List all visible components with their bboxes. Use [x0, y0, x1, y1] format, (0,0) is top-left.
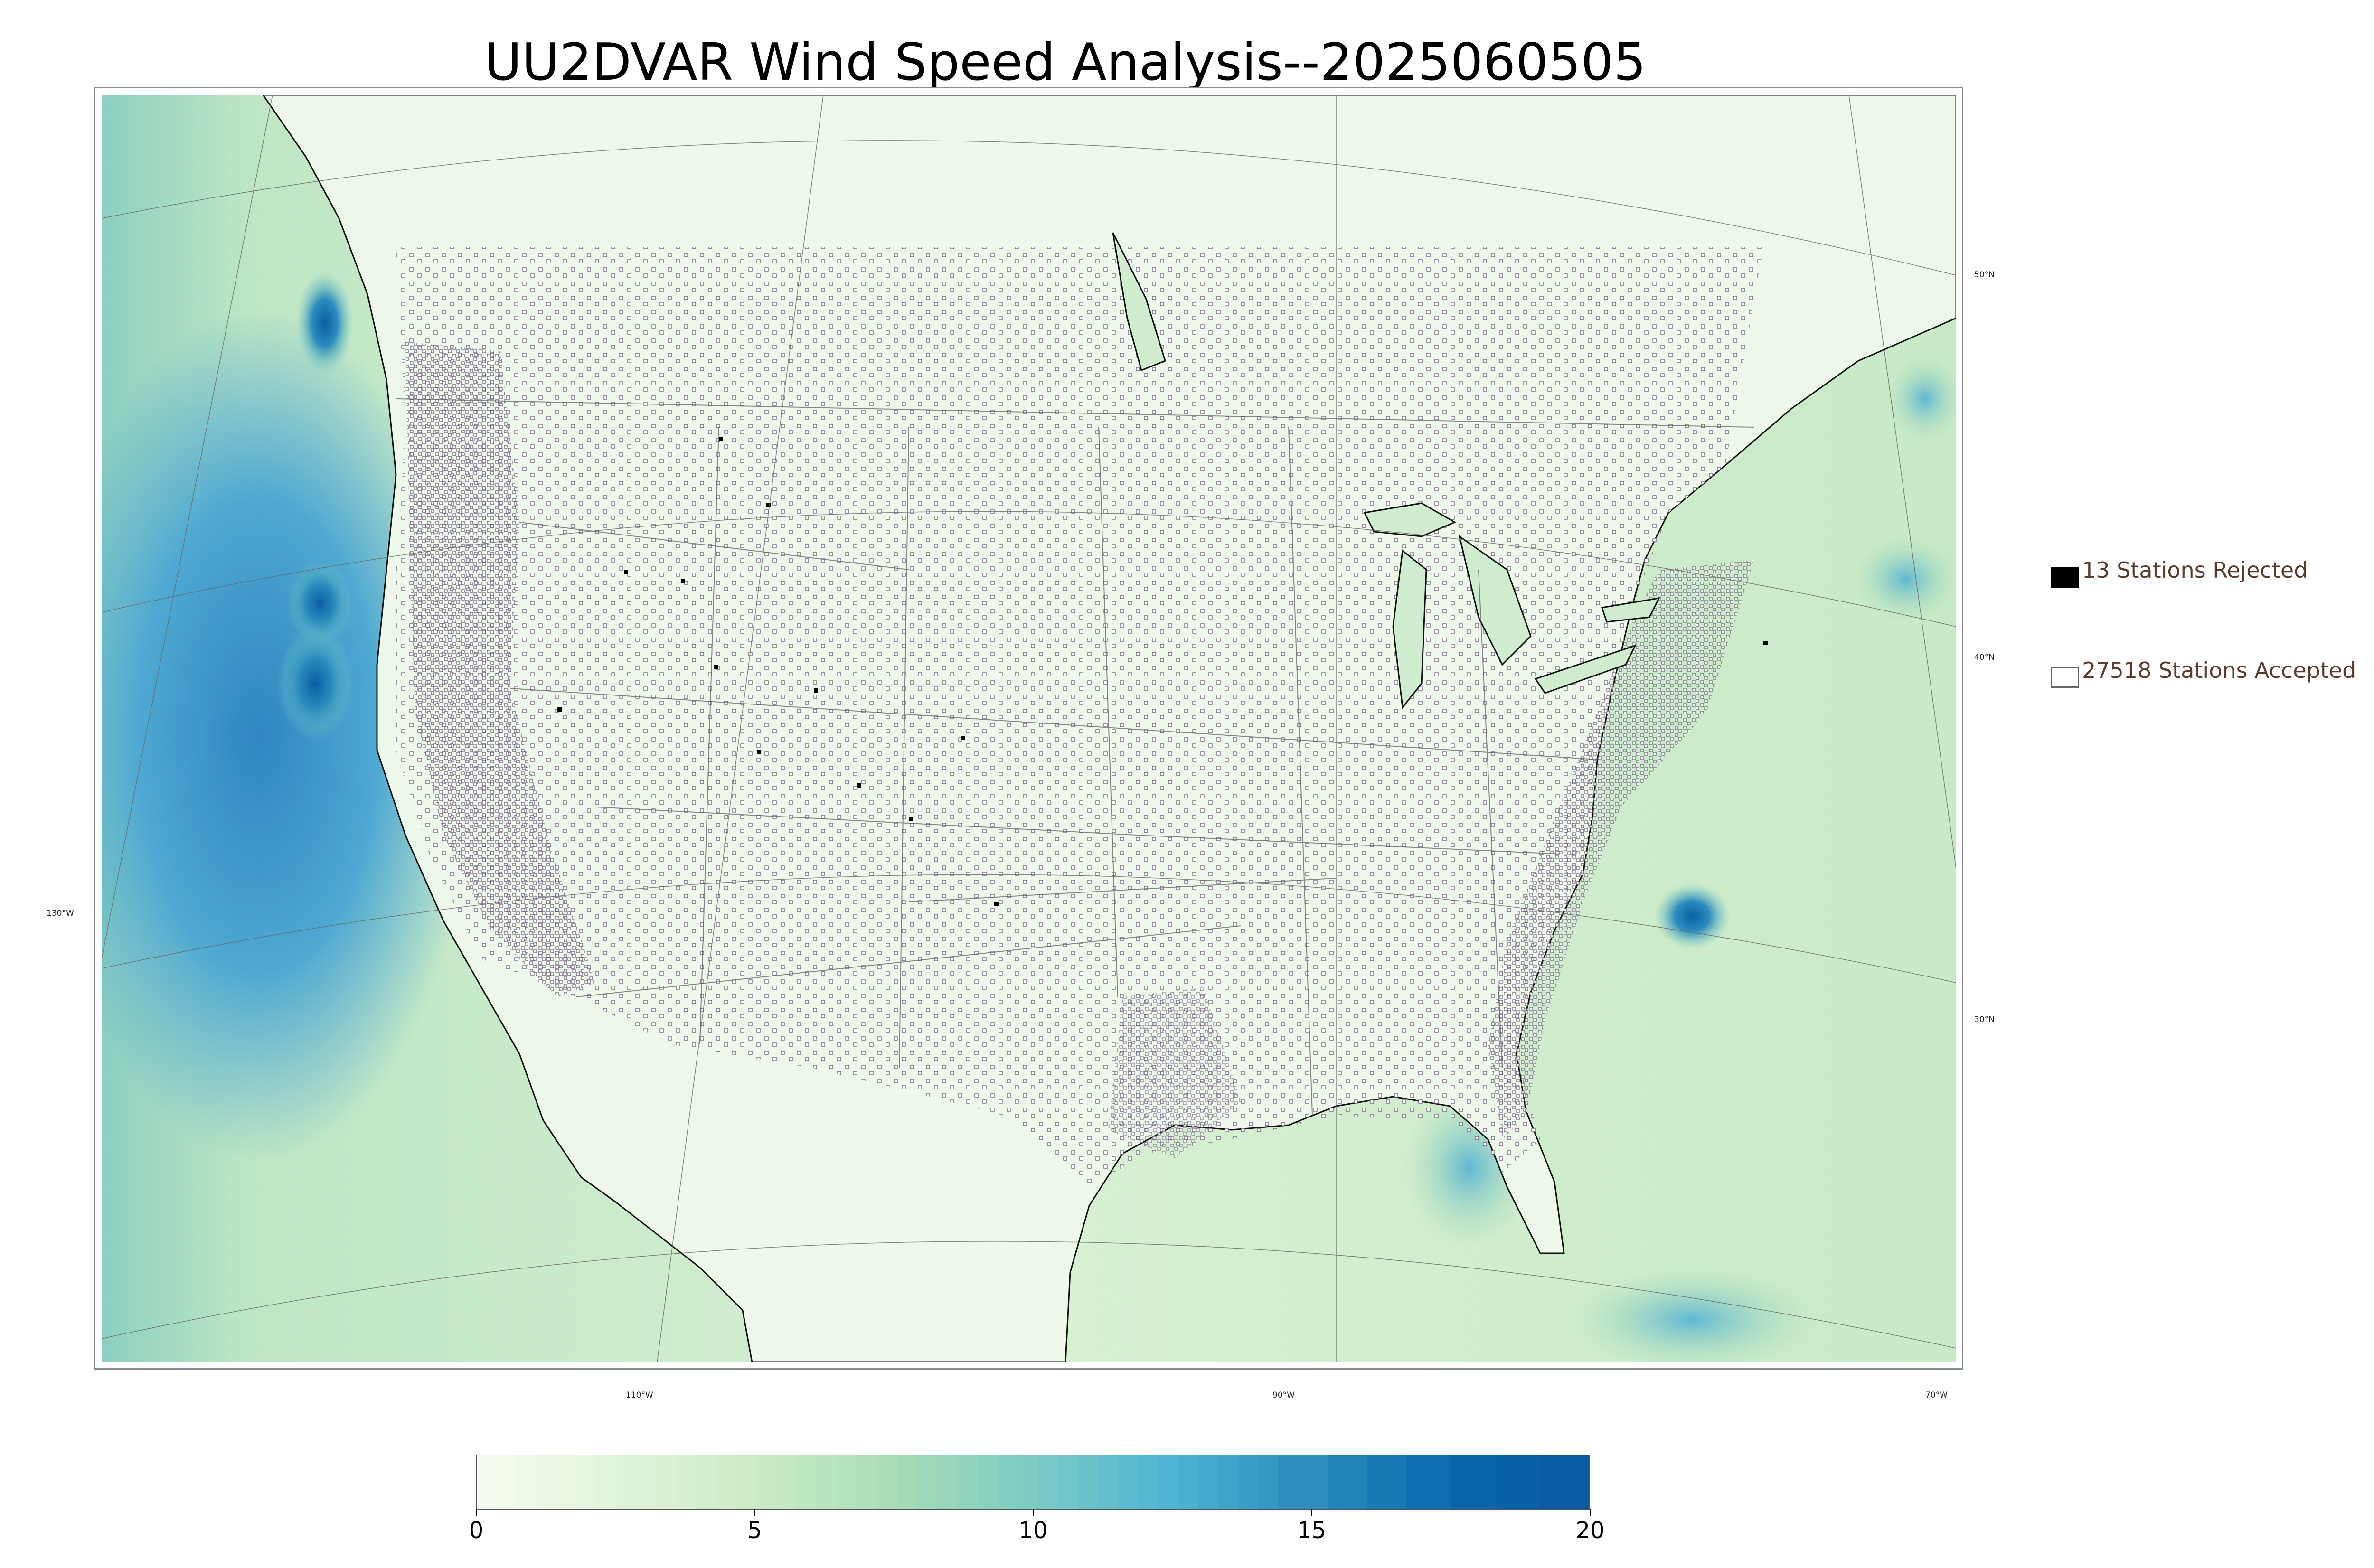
colorbar-band	[957, 1455, 978, 1510]
colorbar-tick-label: 20	[1575, 1517, 1605, 1544]
colorbar-band	[1218, 1455, 1239, 1510]
colorbar-band	[777, 1455, 798, 1510]
colorbar-band	[736, 1455, 758, 1510]
colorbar-tick-mark	[1311, 1509, 1312, 1516]
colorbar-tick-mark	[1590, 1509, 1591, 1516]
colorbar-band	[496, 1455, 517, 1510]
pacific-core-3	[296, 271, 353, 375]
colorbar-band	[1495, 1455, 1541, 1510]
colorbar-band	[897, 1455, 918, 1510]
colorbar-band	[997, 1455, 1018, 1510]
station-cloud	[396, 247, 1763, 1187]
caribbean-blob	[1569, 1268, 1816, 1362]
colorbar-band	[817, 1455, 838, 1510]
great-lakes	[1112, 232, 1660, 709]
station-cloud-west-coast	[405, 342, 595, 997]
station-cloud-east	[1488, 560, 1754, 1139]
accepted-marker-swatch	[2051, 667, 2079, 688]
station-cloud-texas	[1108, 987, 1241, 1158]
colorbar-band	[657, 1455, 678, 1510]
colorbar-band	[857, 1455, 878, 1510]
colorbar-band	[616, 1455, 637, 1510]
lat-label-50n: 50°N	[1974, 270, 1995, 280]
colorbar-tick-mark	[476, 1509, 477, 1516]
colorbar-band	[877, 1455, 898, 1510]
colorbar-band	[1158, 1455, 1178, 1510]
colorbar-tick-label: 5	[747, 1517, 762, 1544]
colorbar-band	[516, 1455, 537, 1510]
colorbar-band	[1198, 1455, 1219, 1510]
colorbar-band	[1178, 1455, 1199, 1510]
canada-east-blob	[1887, 356, 1956, 441]
colorbar-band	[977, 1455, 998, 1510]
lat-label-40n: 40°N	[1974, 653, 1995, 662]
colorbar-band	[556, 1455, 577, 1510]
colorbar-band	[697, 1455, 717, 1510]
colorbar-band	[917, 1455, 938, 1510]
colorbar-band	[797, 1455, 818, 1510]
colorbar-band	[476, 1455, 497, 1510]
accepted-legend-label: 27518 Stations Accepted	[2082, 657, 2356, 683]
atlantic-core-2	[1854, 536, 1956, 622]
colorbar-band	[1138, 1455, 1159, 1510]
lon-label-110w: 110°W	[626, 1390, 653, 1400]
wind-speed-colorbar	[476, 1455, 1590, 1510]
colorbar-band	[1406, 1455, 1451, 1510]
rejected-stations	[557, 437, 1768, 906]
map-frame	[94, 87, 1963, 1370]
colorbar-band	[576, 1455, 597, 1510]
colorbar-band	[1451, 1455, 1496, 1510]
colorbar-band	[677, 1455, 697, 1510]
wind-speed-map	[102, 95, 1956, 1362]
colorbar-tick-mark	[754, 1509, 755, 1516]
lon-label-70w: 70°W	[1925, 1390, 1948, 1400]
rejected-marker-swatch	[2051, 567, 2079, 588]
colorbar-band	[1258, 1455, 1279, 1510]
colorbar-band	[1238, 1455, 1259, 1510]
colorbar-band	[1017, 1455, 1038, 1510]
pacific-core-1	[287, 560, 353, 646]
graticule	[102, 95, 1956, 1362]
colorbar-band	[1118, 1455, 1139, 1510]
colorbar-band	[1037, 1455, 1058, 1510]
pacific-core-2	[277, 627, 353, 741]
colorbar-tick-mark	[1033, 1509, 1034, 1516]
lon-label-90w: 90°W	[1272, 1390, 1295, 1400]
lat-label-30n: 30°N	[1974, 1015, 1995, 1024]
colorbar-tick-label: 15	[1297, 1517, 1327, 1544]
colorbar-band	[1098, 1455, 1119, 1510]
colorbar-band	[1540, 1455, 1590, 1510]
colorbar-band	[1367, 1455, 1407, 1510]
colorbar-tick-label: 0	[469, 1517, 484, 1544]
colorbar-band	[716, 1455, 737, 1510]
colorbar-band	[837, 1455, 858, 1510]
colorbar-band	[937, 1455, 958, 1510]
colorbar-band	[1278, 1455, 1329, 1510]
colorbar-band	[757, 1455, 778, 1510]
colorbar-band	[1328, 1455, 1368, 1510]
map-title: UU2DVAR Wind Speed Analysis--2025060505	[484, 33, 1646, 92]
colorbar-band	[1077, 1455, 1099, 1510]
colorbar-band	[636, 1455, 658, 1510]
lon-label-130w: 130°W	[47, 909, 74, 918]
colorbar-tick-label: 10	[1018, 1517, 1048, 1544]
atlantic-core-1	[1654, 883, 1730, 949]
colorbar-band	[596, 1455, 617, 1510]
colorbar-band	[536, 1455, 557, 1510]
colorbar-band	[1057, 1455, 1078, 1510]
state-boundaries	[396, 398, 1754, 1116]
rejected-legend-label: 13 Stations Rejected	[2082, 557, 2308, 583]
